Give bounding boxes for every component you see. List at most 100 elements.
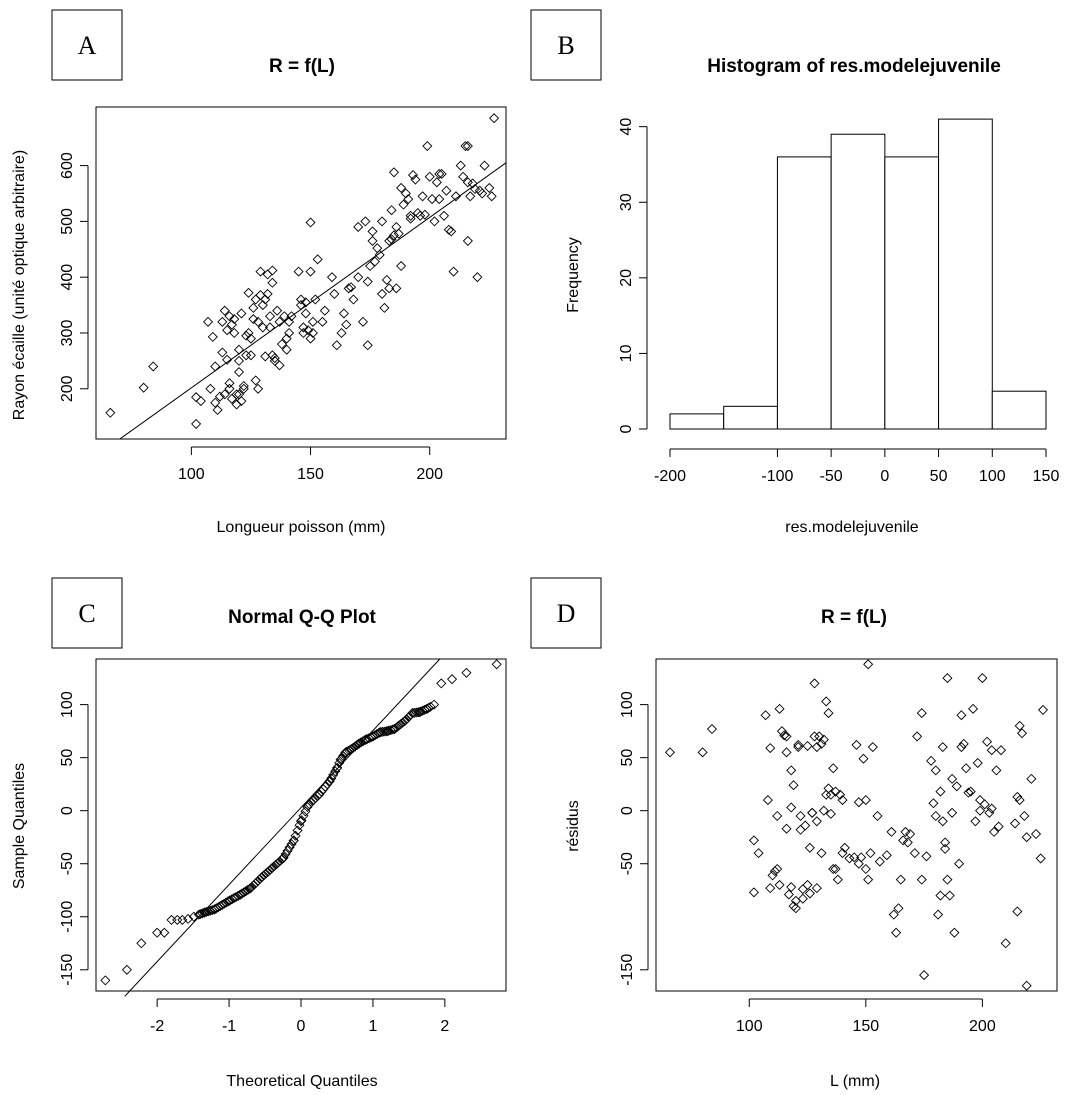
panel-d-point (1009, 818, 1021, 829)
panel-d-point (800, 820, 811, 831)
panel-c-ylabel: Sample Quantiles (11, 763, 28, 889)
panel-c-point (284, 842, 295, 853)
panel-c-point (354, 738, 365, 749)
panel-d-point (748, 835, 759, 846)
panel-a-point (431, 177, 442, 188)
panel-d-point (916, 708, 927, 719)
panel-c-point (377, 726, 388, 737)
panel-c-point (262, 866, 273, 877)
panel-d-point (935, 890, 946, 901)
panel-d-point (774, 703, 785, 714)
panel-c-point (246, 881, 257, 892)
panel-a-title: R = f(L) (269, 56, 335, 77)
panel-a-point (419, 209, 430, 220)
panel-a-x-tick-label: 100 (178, 466, 205, 483)
panel-d-point (849, 852, 860, 863)
panel-a-point (236, 308, 247, 319)
panel-c-xlabel: Theoretical Quantiles (226, 1073, 377, 1090)
panel-a-point (341, 319, 352, 330)
panel-c-point (280, 849, 291, 860)
panel-a-point (438, 210, 450, 221)
panel-a-point (346, 282, 357, 293)
panel-d-point (1014, 720, 1025, 731)
panel-a-point (381, 274, 392, 286)
panel-a-point (450, 191, 461, 202)
panel-a-point (477, 188, 488, 199)
panel-d-point (697, 747, 708, 758)
panel-c-point (215, 901, 226, 912)
panel-a-point (233, 367, 245, 378)
panel-d-point (823, 708, 834, 719)
panel-a-point (307, 327, 318, 339)
panel-d-point (881, 850, 892, 861)
panel-d-point (956, 710, 967, 721)
panel-a-point (436, 168, 447, 179)
panel-a-point (448, 266, 459, 277)
panel-a-point (224, 378, 235, 389)
panel-d-point (1012, 791, 1023, 802)
panel-a-point (424, 171, 435, 182)
panel-a-point (357, 316, 369, 327)
panel-a-point (241, 350, 252, 361)
panel-a-point (224, 383, 235, 394)
panel-b-bar (938, 118, 993, 430)
panel-c-point (322, 779, 333, 790)
panel-a-point (284, 327, 295, 339)
panel-c-point (425, 701, 436, 712)
panel-a-point (210, 361, 221, 372)
panel-d-point (830, 786, 841, 797)
panel-d-point (837, 795, 848, 806)
panel-c-point (407, 708, 418, 719)
panel-a-point (233, 344, 245, 355)
panel-d-point (900, 826, 911, 837)
panel-b-letter: B (557, 31, 574, 60)
panel-a-point (462, 141, 473, 152)
panel-c-x-tick-label: -1 (222, 1018, 236, 1035)
panel-c-point (447, 674, 458, 685)
panel-a-point (367, 226, 378, 237)
panel-c-point (197, 908, 208, 919)
panel-c-point (166, 914, 177, 925)
panel-d-point (965, 786, 976, 797)
panel-c-point (195, 909, 206, 920)
panel-d-point (706, 723, 717, 735)
panel-c-point (250, 877, 261, 889)
panel-d-point (825, 789, 836, 800)
panel-a-point (295, 300, 307, 311)
panel-d-point (912, 731, 923, 742)
panel-d-point (816, 848, 827, 859)
panel-a-point (379, 302, 390, 313)
panel-d-point (783, 889, 794, 900)
panel-d-point (825, 808, 836, 819)
panel-d-point (916, 874, 927, 885)
panel-d-point (1016, 728, 1028, 739)
panel-a-point (214, 391, 225, 402)
panel-c-point (282, 845, 293, 856)
panel-d-point (937, 816, 948, 827)
panel-c-point (201, 906, 212, 918)
panel-a-xlabel: Longueur poisson (mm) (217, 519, 386, 536)
panel-c-letter-box (51, 577, 123, 649)
panel-c-point (238, 887, 249, 898)
panel-c-point (260, 868, 271, 879)
panel-a-point (248, 302, 259, 313)
panel-a-point (274, 360, 285, 371)
panel-a-point (238, 383, 249, 394)
panel-a-point (343, 283, 354, 294)
panel-a-point (467, 178, 478, 189)
panel-c-point (268, 861, 279, 872)
panel-a-point (255, 266, 266, 277)
panel-d-point (816, 738, 827, 749)
panel-d-point (963, 787, 974, 798)
panel-b-y-tick-label: 40 (618, 118, 635, 136)
panel-b-y-tick-label: 30 (618, 193, 635, 211)
panel-a-point (148, 361, 159, 372)
panel-c-point (136, 938, 147, 949)
panel-a-point (222, 325, 233, 336)
panel-a-point (210, 397, 221, 408)
panel-a-point (386, 205, 397, 216)
panel-d-point (902, 837, 913, 848)
panel-c-point (213, 902, 224, 913)
panel-a-point (241, 330, 252, 341)
panel-a-point (219, 305, 230, 316)
